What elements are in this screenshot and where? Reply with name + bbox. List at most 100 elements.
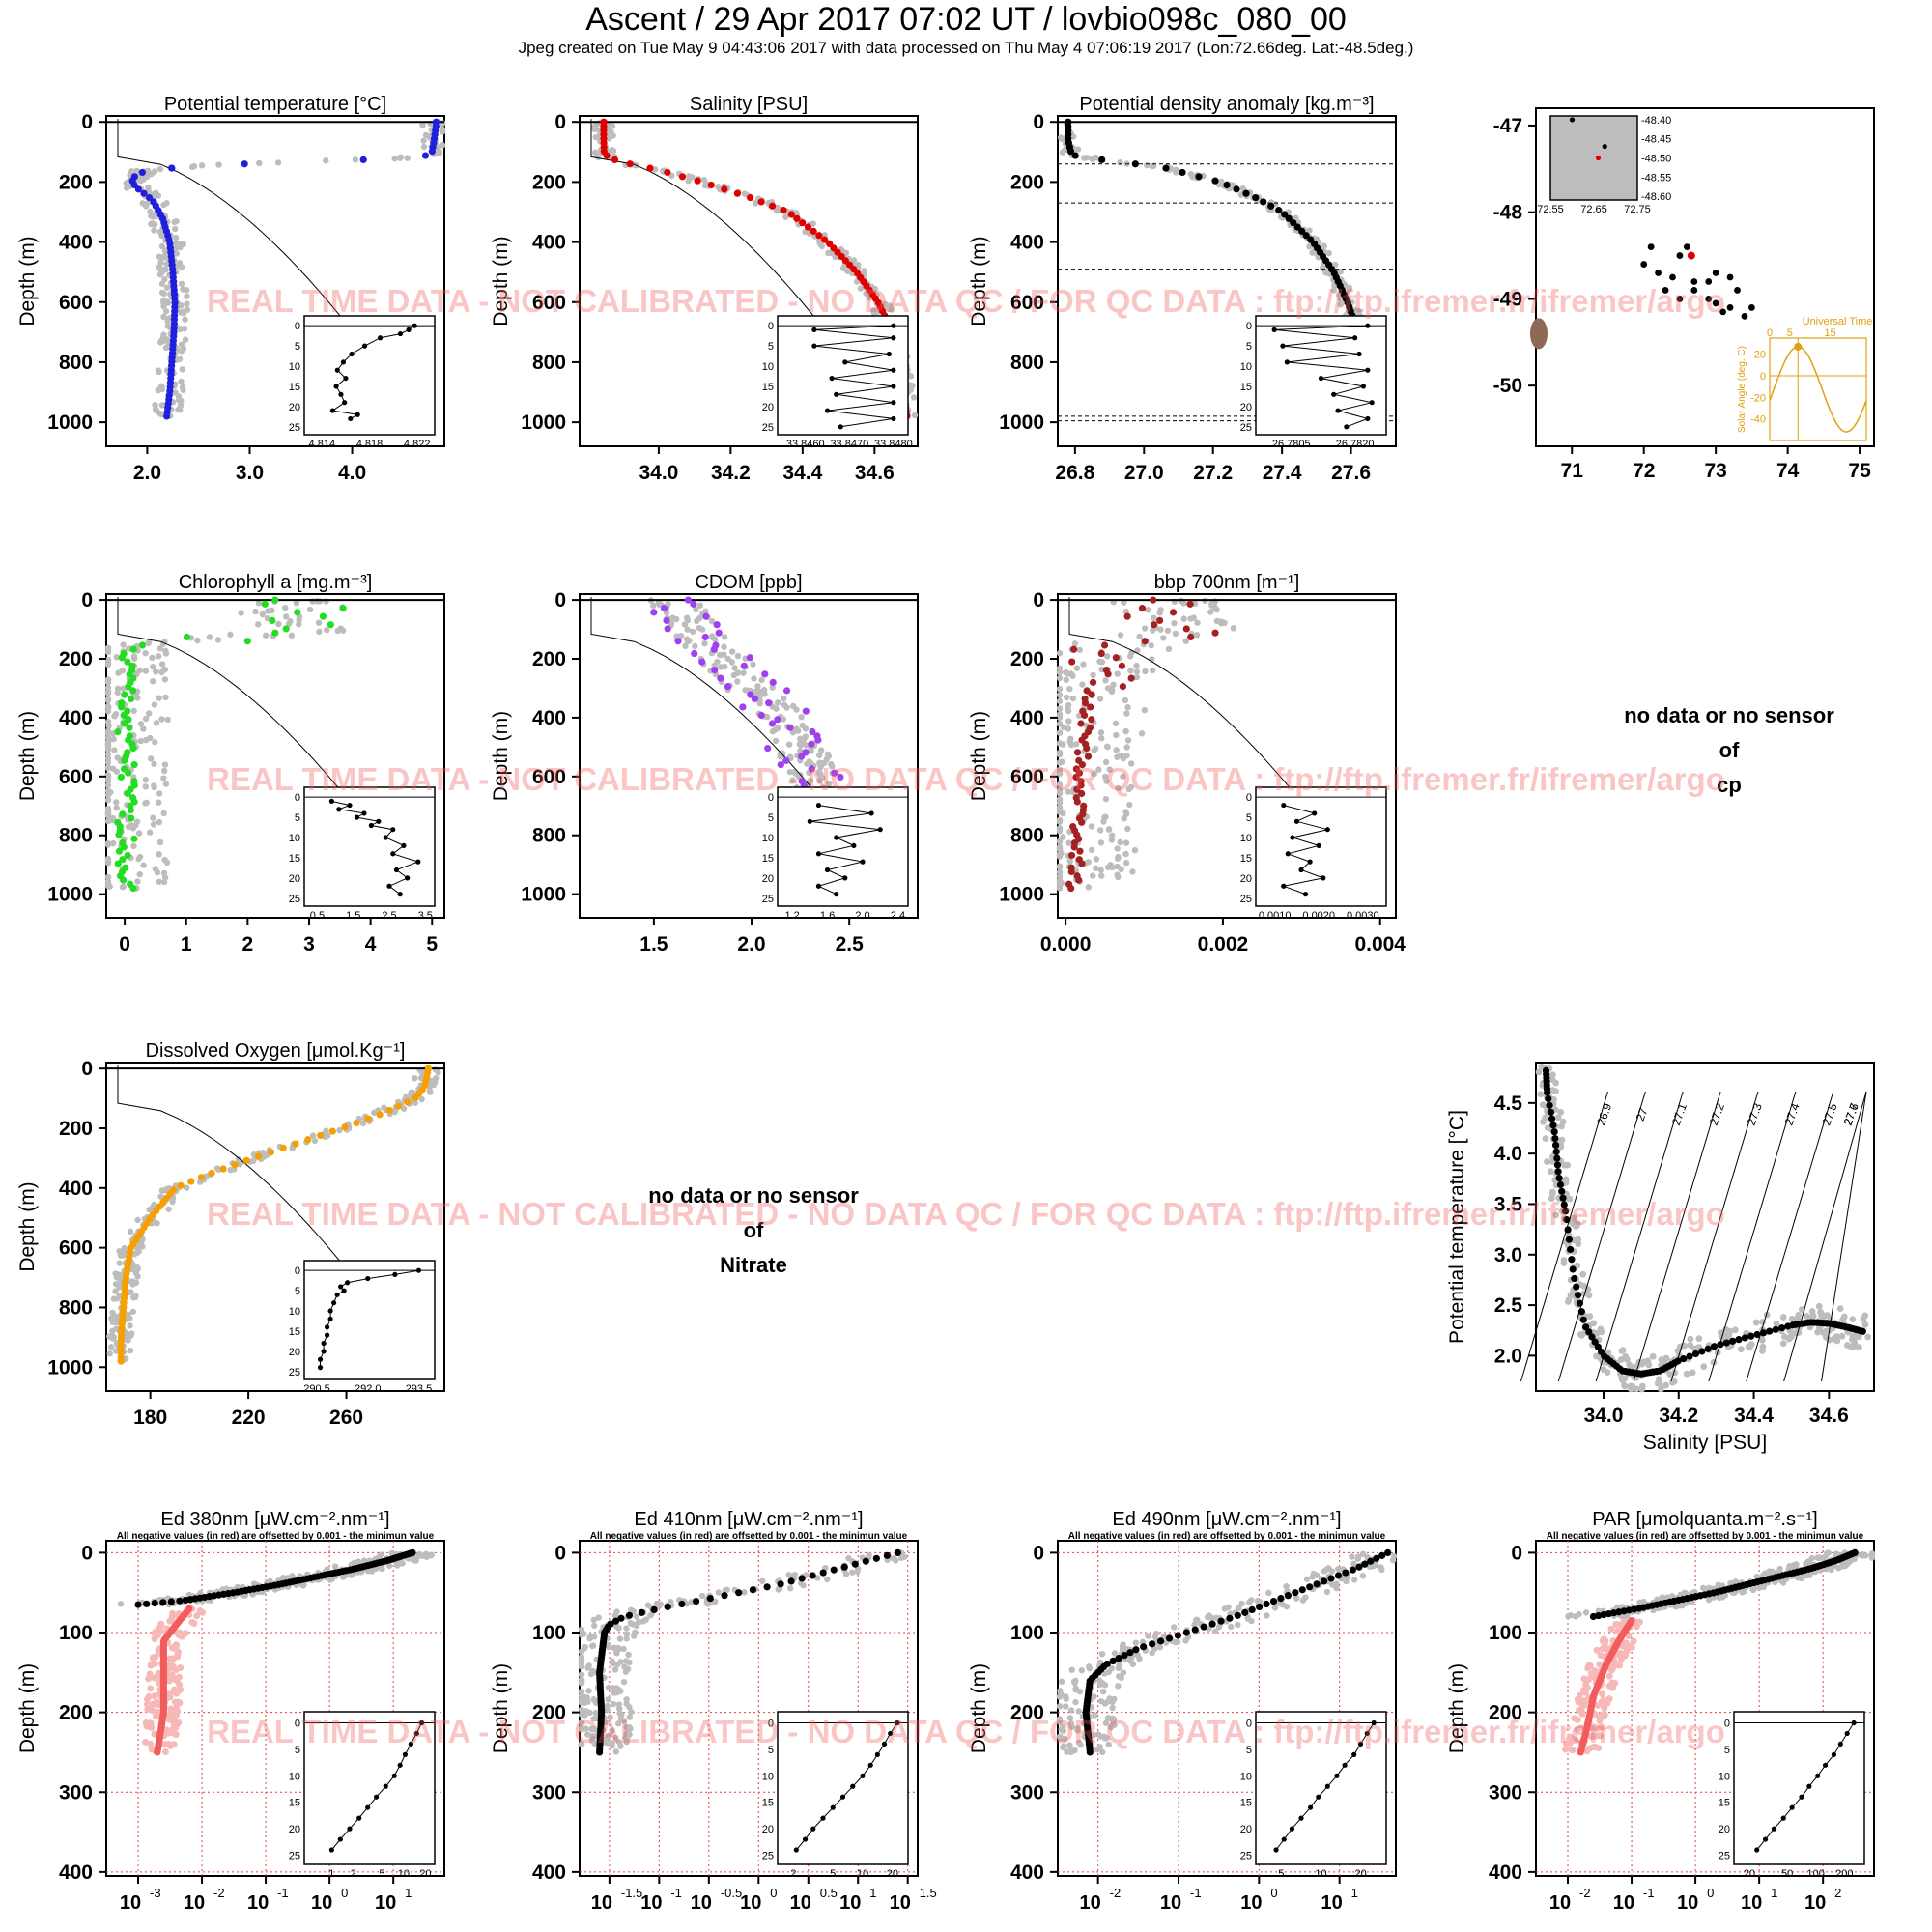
chla-data-point xyxy=(183,633,191,641)
temp-history-point xyxy=(178,302,185,309)
par-history-point xyxy=(1861,1552,1869,1559)
par-x-tick-label: 10 xyxy=(1549,1892,1571,1914)
oxy-inset-point xyxy=(321,1349,327,1354)
ed410-history-point xyxy=(589,1667,596,1675)
bbp-history-point xyxy=(1071,640,1079,647)
chla-history-point xyxy=(160,869,168,877)
par-negative-history-point xyxy=(1622,1639,1630,1647)
map-track-point xyxy=(1683,243,1690,250)
temp-history-point xyxy=(215,161,222,168)
bbp-inset-point xyxy=(1290,835,1295,840)
sal-history-point xyxy=(685,173,693,180)
solar-y-tick-label: -20 xyxy=(1750,392,1766,404)
ed490-x-tick-exponent: 0 xyxy=(1270,1886,1277,1900)
ed490-data-point xyxy=(1263,1600,1270,1608)
ed410-data-point xyxy=(749,1586,757,1594)
ed380-negative-history-point xyxy=(156,1624,163,1632)
ed410-history-point xyxy=(621,1663,628,1670)
cdom-history-point xyxy=(798,713,805,721)
ed410-data-point xyxy=(787,1577,795,1585)
temp-history-point xyxy=(182,316,188,323)
temp-history-point xyxy=(173,240,180,246)
chla-history-point xyxy=(120,883,127,890)
ed380-x-tick-exponent: -2 xyxy=(213,1886,225,1900)
ed490-data-point xyxy=(1241,1608,1249,1616)
sal-history-point xyxy=(873,308,880,316)
dens-history-point xyxy=(1089,156,1096,163)
bbp-data-point xyxy=(1078,818,1086,826)
temp-history-point xyxy=(256,159,263,167)
ed490-history-point xyxy=(1103,1698,1111,1706)
oxy-history-point xyxy=(381,1104,387,1111)
dens-inset-point xyxy=(1280,343,1286,349)
oxy-history-point xyxy=(109,1335,116,1342)
ed490-history-point xyxy=(1248,1597,1255,1604)
chla-history-point xyxy=(282,604,289,611)
bbp-data-point xyxy=(1070,645,1078,653)
cdom-history-point xyxy=(817,771,824,778)
map-x-tick-label: 74 xyxy=(1776,460,1800,482)
sal-inset-y-tick-label: 25 xyxy=(762,422,774,434)
par-negative-history-point xyxy=(1605,1672,1613,1680)
bbp-history-point xyxy=(1066,685,1073,693)
par-history-point xyxy=(1806,1572,1813,1578)
bbp-history-point xyxy=(1120,599,1127,606)
cdom-data-point xyxy=(761,670,769,678)
cdom-inset-point xyxy=(842,875,848,881)
ed490-data-point xyxy=(1149,1640,1156,1648)
chla-data-point xyxy=(130,761,138,769)
dens-x-tick-label: 27.4 xyxy=(1263,462,1302,484)
par-negative-history-point xyxy=(1600,1696,1607,1704)
chla-history-point xyxy=(160,767,168,775)
oxy-y-axis-label: Depth (m) xyxy=(16,1181,39,1271)
ts-history-point xyxy=(1557,1108,1565,1116)
cdom-history-point xyxy=(828,760,835,768)
ed410-inset-frame xyxy=(777,1711,909,1865)
ed380-negative-history-point xyxy=(193,1612,201,1620)
cdom-inset-point xyxy=(824,867,831,873)
oxy-inset-point xyxy=(327,1316,333,1322)
par-inset-x-tick-label: 50 xyxy=(1781,1868,1793,1880)
temp-y-tick-label: 800 xyxy=(59,352,93,374)
ed380-history-point xyxy=(417,1551,424,1559)
par-title: PAR [μmolquanta.m⁻².s⁻¹] xyxy=(1592,1509,1817,1530)
chla-history-point xyxy=(162,647,169,655)
cdom-history-point xyxy=(701,639,708,647)
bbp-history-point xyxy=(1151,614,1157,622)
ed490-history-point xyxy=(1248,1617,1255,1625)
bbp-data-point xyxy=(1151,621,1158,629)
ed410-inset-point xyxy=(874,1751,880,1757)
oxy-inset-point xyxy=(317,1356,324,1362)
par-note: All negative values (in red) are offsett… xyxy=(1547,1531,1864,1542)
temp-history-point xyxy=(436,150,443,156)
ts-history-point xyxy=(1539,1101,1547,1109)
cdom-inset-y-tick-label: 25 xyxy=(762,894,774,905)
par-history-point xyxy=(1766,1568,1773,1575)
par-negative-history-point xyxy=(1591,1667,1599,1675)
ed410-inset-point xyxy=(830,1804,836,1810)
ed380-negative-history-point xyxy=(171,1643,179,1651)
bbp-data-point xyxy=(1070,843,1078,851)
chla-inset-y-tick-label: 0 xyxy=(295,792,300,804)
ed410-history-point xyxy=(623,1700,630,1707)
chla-data-point xyxy=(125,683,132,691)
temp-inset-point xyxy=(355,412,360,417)
oxy-x-tick-label: 260 xyxy=(329,1406,363,1429)
chla-data-point xyxy=(130,835,138,842)
oxy-history-point xyxy=(134,1216,141,1224)
temp-x-tick-label: 2.0 xyxy=(133,462,161,484)
chla-history-point xyxy=(142,649,149,657)
ed410-inset-point xyxy=(850,1783,856,1789)
sal-data-point xyxy=(780,207,787,214)
oxy-inset-line xyxy=(320,1269,419,1368)
ed490-data-point xyxy=(1132,1646,1140,1654)
dens-data-point xyxy=(1131,160,1139,168)
par-negative-history-point xyxy=(1600,1635,1607,1643)
dens-y-axis-label: Depth (m) xyxy=(968,236,990,326)
chla-history-point xyxy=(145,710,153,717)
oxy-history-point xyxy=(132,1279,140,1286)
chla-history-point xyxy=(104,781,112,789)
ed410-history-point xyxy=(611,1612,619,1619)
chla-inset-point xyxy=(347,802,353,809)
oxy-data-point xyxy=(255,1152,263,1160)
